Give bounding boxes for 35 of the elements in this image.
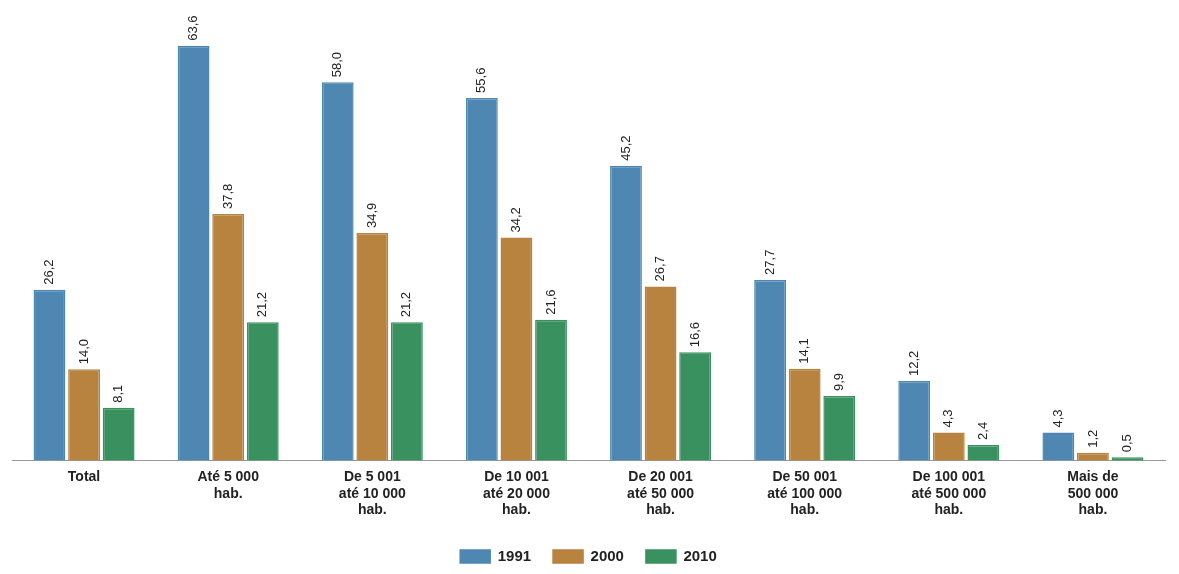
- data-label: 21,2: [398, 292, 414, 318]
- data-label: 1,2: [1084, 429, 1100, 448]
- data-label: 2,4: [974, 421, 990, 440]
- data-label: 9,9: [830, 372, 846, 392]
- data-label: 4,3: [940, 409, 956, 428]
- legend-label: 2010: [683, 546, 717, 564]
- data-label: 8,1: [110, 384, 126, 403]
- data-label: 14,0: [75, 338, 91, 365]
- data-label: 27,7: [761, 249, 777, 275]
- data-label: 58,0: [329, 51, 345, 78]
- legend-label: 1991: [497, 546, 532, 564]
- data-label: 4,3: [1049, 409, 1065, 428]
- x-tick-label: Mais de 500 000 hab.: [1067, 467, 1119, 518]
- x-tick-label: Até 5 000 hab.: [197, 467, 260, 501]
- data-label: 21,2: [254, 292, 270, 318]
- x-tick-label: Total: [67, 467, 101, 484]
- data-label: 12,2: [905, 350, 921, 377]
- data-label: 0,5: [1119, 434, 1135, 453]
- data-label: 26,2: [41, 259, 57, 285]
- data-label: 45,2: [617, 135, 633, 161]
- x-tick-label: De 50 001 até 100 000 hab.: [767, 467, 843, 518]
- data-label: 55,6: [473, 67, 489, 93]
- data-label: 26,7: [652, 256, 668, 282]
- x-tick-label: De 5 001 até 10 000 hab.: [338, 467, 406, 518]
- data-label: 16,6: [686, 322, 702, 348]
- legend-label: 2000: [590, 546, 624, 564]
- x-tick-label: De 10 001 até 20 000 hab.: [482, 467, 551, 518]
- data-label: 34,2: [508, 207, 524, 233]
- x-tick-label: De 20 001 até 50 000 hab.: [627, 467, 695, 518]
- data-label: 14,1: [796, 338, 812, 364]
- data-label: 21,6: [542, 289, 558, 315]
- data-label: 34,9: [363, 202, 379, 228]
- x-tick-label: De 100 001 até 500 000 hab.: [911, 467, 987, 518]
- data-label: 63,6: [185, 15, 201, 41]
- data-label: 37,8: [219, 183, 235, 210]
